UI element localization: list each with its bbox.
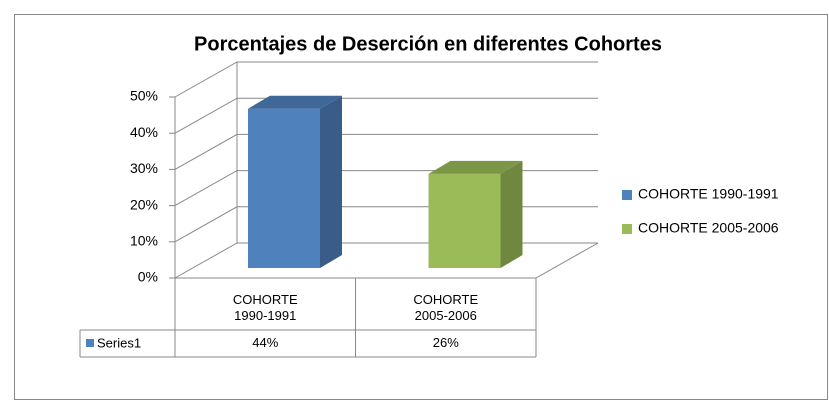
data-table-value: 26% <box>432 335 459 350</box>
bar-side <box>500 160 523 268</box>
y-tick-label: 0% <box>138 269 158 285</box>
grid-line <box>174 97 598 134</box>
y-tick-label: 20% <box>130 196 158 212</box>
category-label: COHORTE 1990-1991 <box>232 292 298 323</box>
grid-line <box>174 61 598 98</box>
legend-label: COHORTE 2005-2006 <box>638 220 779 236</box>
bar <box>248 108 320 268</box>
y-tick-label: 40% <box>130 124 158 140</box>
y-tick-label: 50% <box>130 88 158 104</box>
y-tick-label: 10% <box>130 233 158 249</box>
chart-title: Porcentajes de Deserción en diferentes C… <box>194 33 662 55</box>
data-table-value: 44% <box>252 335 279 350</box>
bar-top <box>248 95 342 109</box>
bar-side <box>320 95 342 268</box>
bar-top <box>428 160 523 174</box>
series-label: Series1 <box>97 335 141 350</box>
grid-line <box>174 133 598 170</box>
category-label: COHORTE 2005-2006 <box>413 292 479 323</box>
legend-swatch <box>622 190 632 200</box>
legend-swatch <box>86 339 94 347</box>
legend-swatch <box>622 224 632 234</box>
legend-label: COHORTE 1990-1991 <box>638 186 779 202</box>
y-tick-label: 30% <box>130 160 158 176</box>
bar <box>428 173 501 268</box>
